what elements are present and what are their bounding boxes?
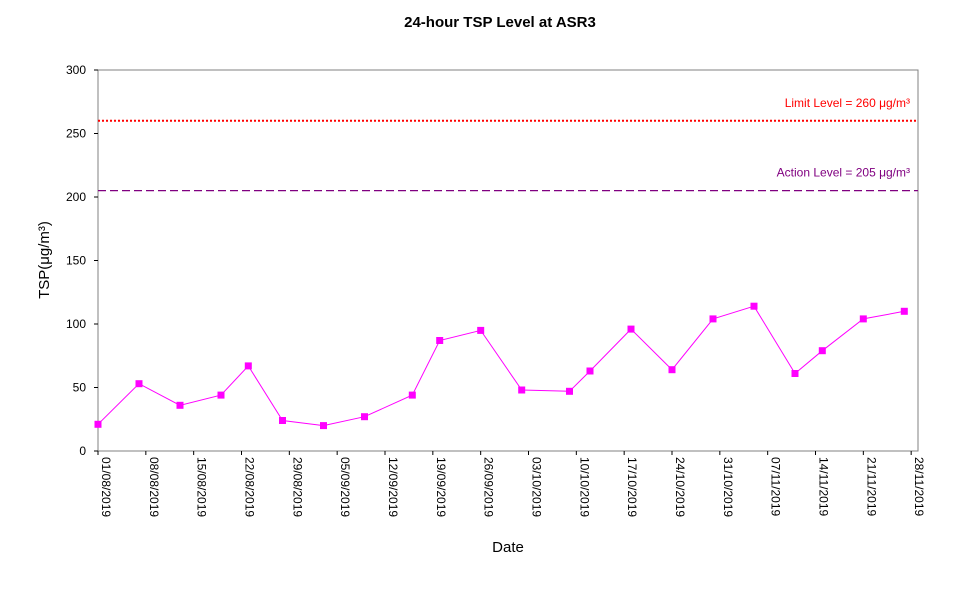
- x-tick-label: 24/10/2019: [673, 457, 687, 517]
- data-point-marker: [94, 420, 102, 428]
- x-tick-label: 01/08/2019: [99, 457, 113, 517]
- x-tick-label: 12/09/2019: [386, 457, 400, 517]
- x-tick-label: 07/11/2019: [769, 457, 783, 516]
- x-tick-label: 19/09/2019: [434, 457, 448, 517]
- data-point-marker: [477, 326, 485, 334]
- data-point-marker: [518, 386, 526, 394]
- data-point-marker: [217, 391, 225, 399]
- data-point-marker: [709, 315, 717, 323]
- y-tick-label: 200: [66, 190, 86, 204]
- y-tick-label: 0: [79, 444, 86, 458]
- x-axis: 01/08/2019 08/08/2019 15/08/2019 22/08/2019…: [97, 451, 926, 517]
- series-line: [97, 305, 905, 427]
- x-tick-label: 31/10/2019: [721, 457, 735, 517]
- data-point-marker: [436, 337, 444, 344]
- x-tick-label: 05/09/2019: [338, 457, 352, 517]
- data-point-marker: [176, 401, 184, 409]
- x-tick-label: 03/10/2019: [530, 457, 544, 517]
- data-point-marker: [279, 417, 286, 424]
- x-axis-title: Date: [492, 539, 524, 556]
- data-point-marker: [750, 302, 758, 310]
- data-point-marker: [135, 380, 143, 388]
- reference-line-label: Limit Level = 260 μg/m³: [785, 96, 910, 110]
- y-axis: 0 50 100 150 200 250 300: [66, 63, 98, 458]
- x-tick-label: 08/08/2019: [147, 457, 161, 517]
- data-point-marker: [900, 307, 908, 315]
- y-tick-label: 250: [66, 127, 86, 141]
- x-tick-label: 29/08/2019: [290, 457, 304, 517]
- x-tick-label: 22/08/2019: [243, 457, 257, 517]
- y-tick-label: 100: [66, 317, 86, 331]
- y-axis-title: TSP(μg/m³): [36, 221, 53, 299]
- x-tick-label: 15/08/2019: [195, 457, 209, 517]
- y-tick-label: 150: [66, 254, 86, 268]
- data-point-marker: [818, 347, 826, 355]
- data-point-marker: [586, 367, 594, 375]
- x-tick-label: 14/11/2019: [817, 457, 831, 516]
- reference-lines: Limit Level = 260 μg/m³ Action Level = 20…: [98, 96, 918, 192]
- x-tick-label: 26/09/2019: [482, 457, 496, 517]
- data-point-marker: [244, 362, 252, 370]
- x-tick-label: 28/11/2019: [912, 457, 926, 516]
- data-point-marker: [627, 325, 635, 333]
- data-point-marker: [361, 413, 368, 421]
- data-point-marker: [859, 315, 867, 323]
- chart-title: 24-hour TSP Level at ASR3: [404, 14, 596, 31]
- data-point-marker: [566, 387, 573, 395]
- x-tick-label: 10/10/2019: [577, 457, 591, 517]
- data-point-marker: [408, 391, 416, 399]
- y-tick-label: 50: [73, 381, 87, 395]
- reference-line-label: Action Level = 205 μg/m³: [777, 166, 910, 180]
- data-point-marker: [668, 366, 676, 374]
- y-tick-label: 300: [66, 63, 86, 77]
- x-tick-label: 21/11/2019: [864, 457, 878, 516]
- series: [94, 302, 908, 430]
- data-point-marker: [320, 422, 327, 430]
- data-point-marker: [791, 370, 799, 377]
- x-tick-label: 17/10/2019: [625, 457, 639, 517]
